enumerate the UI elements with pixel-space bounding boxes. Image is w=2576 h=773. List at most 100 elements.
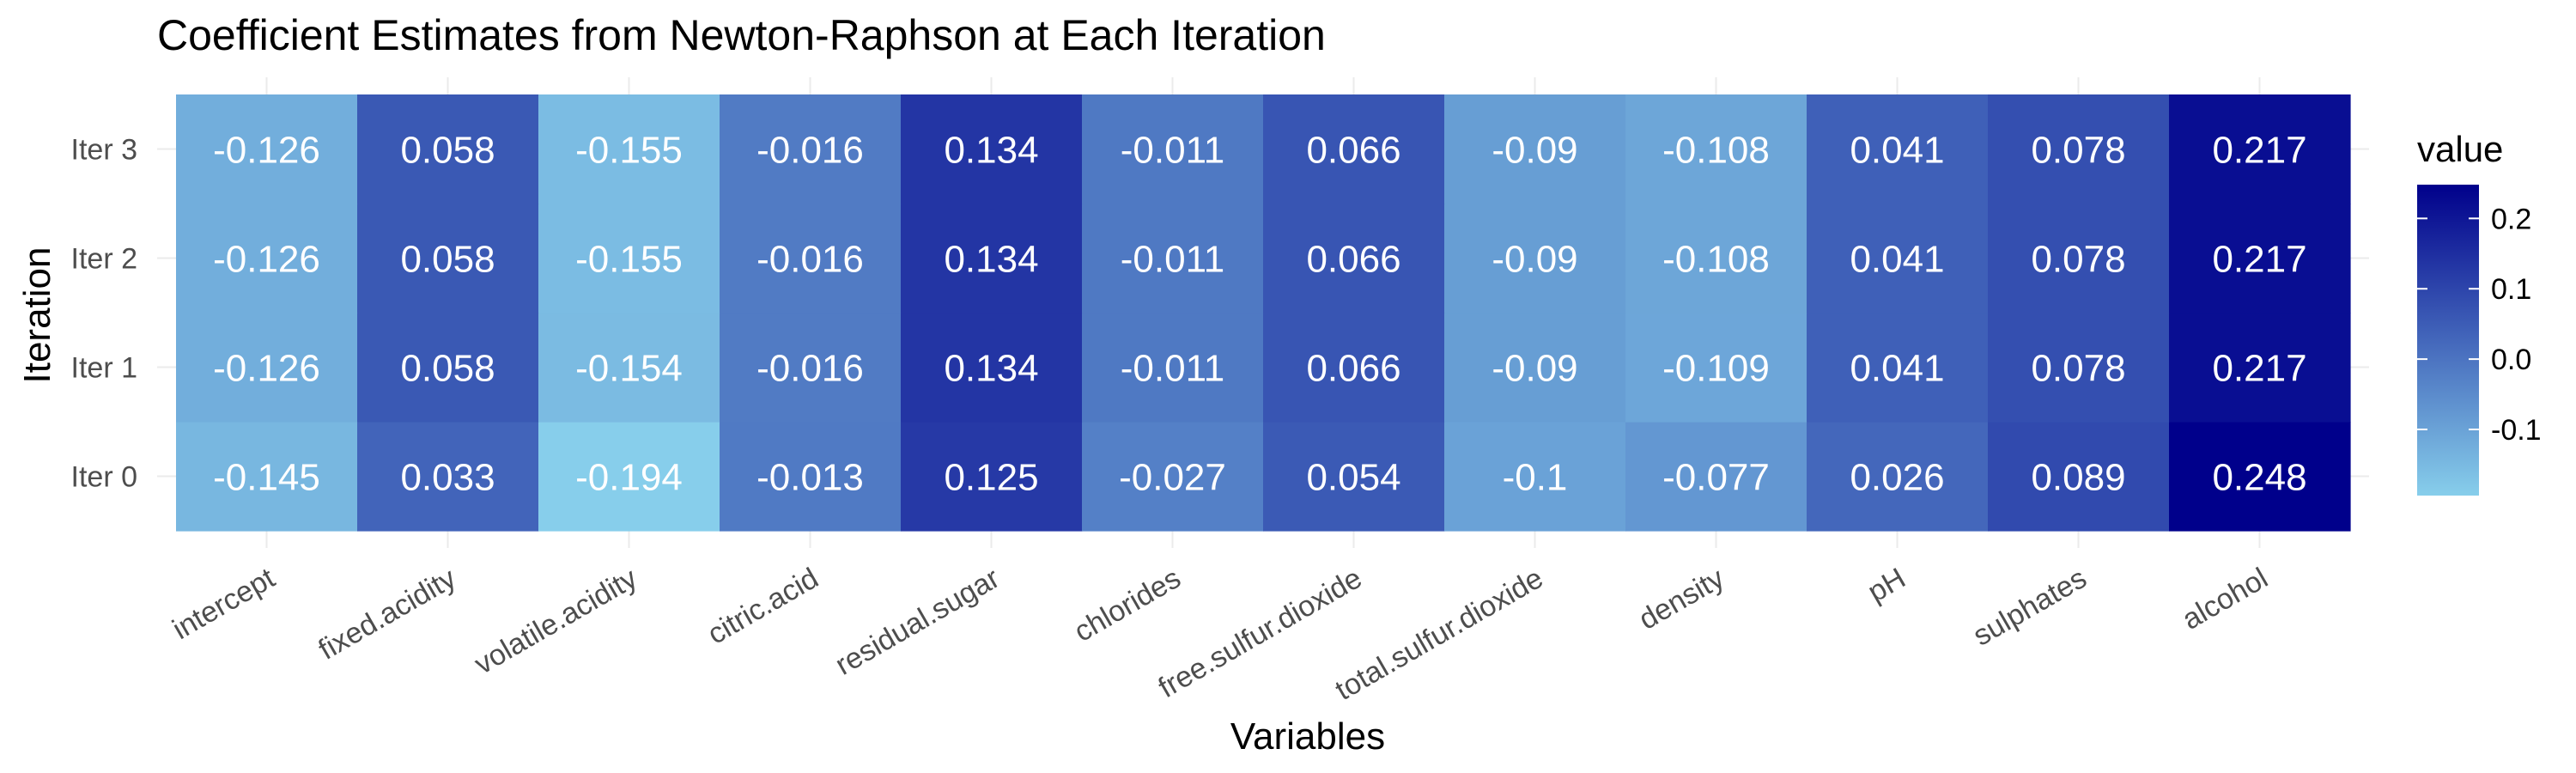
cell-value-label: 0.054 (1306, 457, 1400, 499)
cell-value-label: 0.134 (944, 130, 1038, 172)
heatmap-cell (720, 422, 902, 532)
cell-value-label: -0.013 (756, 457, 864, 499)
x-tick-label: sulphates (1967, 562, 2092, 653)
cell-value-label: 0.134 (944, 239, 1038, 281)
y-tick-label: Iter 0 (71, 461, 137, 494)
x-tick-label: density (1633, 562, 1729, 636)
heatmap-cell (1444, 422, 1626, 532)
cell-value-label: -0.011 (1121, 130, 1225, 172)
heatmap-cell (1807, 94, 1989, 204)
cell-value-label: 0.078 (2031, 348, 2125, 390)
heatmap-cell (1625, 313, 1807, 423)
heatmap-cell (176, 94, 358, 204)
cell-value-label: 0.078 (2031, 130, 2125, 172)
heatmap-cell (1082, 313, 1264, 423)
cell-value-label: -0.109 (1662, 348, 1770, 390)
cell-value-label: -0.194 (575, 457, 683, 499)
legend-tick-label: -0.1 (2491, 414, 2542, 447)
cell-value-label: 0.217 (2212, 130, 2306, 172)
cell-value-label: 0.066 (1306, 239, 1400, 281)
y-tick-label: Iter 3 (71, 134, 137, 167)
heatmap-cell (1988, 422, 2170, 532)
heatmap-cell (1807, 204, 1989, 313)
heatmap-cell (720, 204, 902, 313)
cell-value-label: -0.126 (213, 239, 320, 281)
cell-value-label: -0.016 (756, 348, 864, 390)
heatmap-cell (1444, 204, 1626, 313)
x-tick-label: fixed.acidity (313, 562, 462, 666)
heatmap-cell (1082, 94, 1264, 204)
heatmap-cell (2169, 313, 2351, 423)
cell-value-label: 0.058 (400, 348, 495, 390)
cell-value-label: -0.126 (213, 130, 320, 172)
cell-value-label: -0.09 (1492, 239, 1577, 281)
heatmap-cell (357, 313, 539, 423)
cell-value-label: 0.125 (944, 457, 1038, 499)
heatmap-cell (538, 94, 720, 204)
cell-value-label: 0.066 (1306, 348, 1400, 390)
cell-value-label: -0.09 (1492, 130, 1577, 172)
cell-value-label: 0.248 (2212, 457, 2306, 499)
heatmap-cell (1263, 313, 1445, 423)
cell-value-label: 0.066 (1306, 130, 1400, 172)
cell-value-label: 0.078 (2031, 239, 2125, 281)
cell-value-label: 0.041 (1850, 348, 1944, 390)
cell-value-label: 0.058 (400, 239, 495, 281)
cell-value-label: 0.041 (1850, 239, 1944, 281)
heatmap-cell (538, 313, 720, 423)
heatmap-cell (720, 313, 902, 423)
heatmap-cell (1263, 422, 1445, 532)
y-axis-ticks: Iter 0 Iter 1 Iter 2 Iter 3 (71, 134, 137, 494)
x-axis-ticks: intercept fixed.acidity volatile.acidity ci… (167, 562, 2274, 707)
heatmap-cell (720, 94, 902, 204)
cell-value-label: -0.108 (1662, 239, 1770, 281)
heatmap-cell (901, 313, 1083, 423)
heatmap-cell (1444, 94, 1626, 204)
heatmap-cell (1988, 94, 2170, 204)
heatmap-cell (1625, 422, 1807, 532)
x-tick-label: chlorides (1069, 562, 1187, 648)
x-tick-label: residual.sugar (830, 562, 1005, 682)
heatmap-cell (2169, 204, 2351, 313)
cell-value-label: -0.077 (1662, 457, 1770, 499)
heatmap-cell (1082, 422, 1264, 532)
heatmap-cell (357, 422, 539, 532)
chart-title: Coefficient Estimates from Newton-Raphso… (157, 11, 1326, 59)
cell-value-label: 0.026 (1850, 457, 1944, 499)
heatmap-cell (1082, 204, 1264, 313)
color-legend: value -0.1 0.0 0.1 0.2 (2417, 129, 2542, 496)
heatmap-cell (357, 204, 539, 313)
legend-tick-label: 0.0 (2491, 344, 2531, 376)
x-tick-label: intercept (167, 562, 281, 646)
heatmap-cell (538, 204, 720, 313)
heatmap-cell (176, 204, 358, 313)
cell-value-label: 0.089 (2031, 457, 2125, 499)
cell-value-label: -0.155 (575, 130, 683, 172)
x-tick-label: citric.acid (702, 562, 824, 651)
x-tick-label: alcohol (2177, 562, 2273, 636)
cell-value-label: -0.108 (1662, 130, 1770, 172)
y-tick-label: Iter 2 (71, 243, 137, 276)
cell-value-label: 0.217 (2212, 348, 2306, 390)
cell-value-label: -0.155 (575, 239, 683, 281)
cell-value-label: 0.134 (944, 348, 1038, 390)
heatmap-cell (1263, 204, 1445, 313)
legend-title: value (2417, 129, 2503, 169)
heatmap-cell (1625, 204, 1807, 313)
heatmap-cell (2169, 422, 2351, 532)
x-axis-label: Variables (1230, 715, 1385, 758)
heatmap-cell (357, 94, 539, 204)
cell-value-label: 0.041 (1850, 130, 1944, 172)
cell-value-label: -0.016 (756, 130, 864, 172)
cell-value-label: -0.027 (1119, 457, 1226, 499)
heatmap-cell (176, 313, 358, 423)
cell-value-label: 0.033 (400, 457, 495, 499)
heatmap-cell (176, 422, 358, 532)
heatmap-cell (901, 94, 1083, 204)
legend-tick-label: 0.2 (2491, 203, 2531, 235)
legend-tick-label: 0.1 (2491, 273, 2531, 306)
heatmap-cell (538, 422, 720, 532)
cell-value-label: -0.145 (213, 457, 320, 499)
cell-value-label: -0.016 (756, 239, 864, 281)
